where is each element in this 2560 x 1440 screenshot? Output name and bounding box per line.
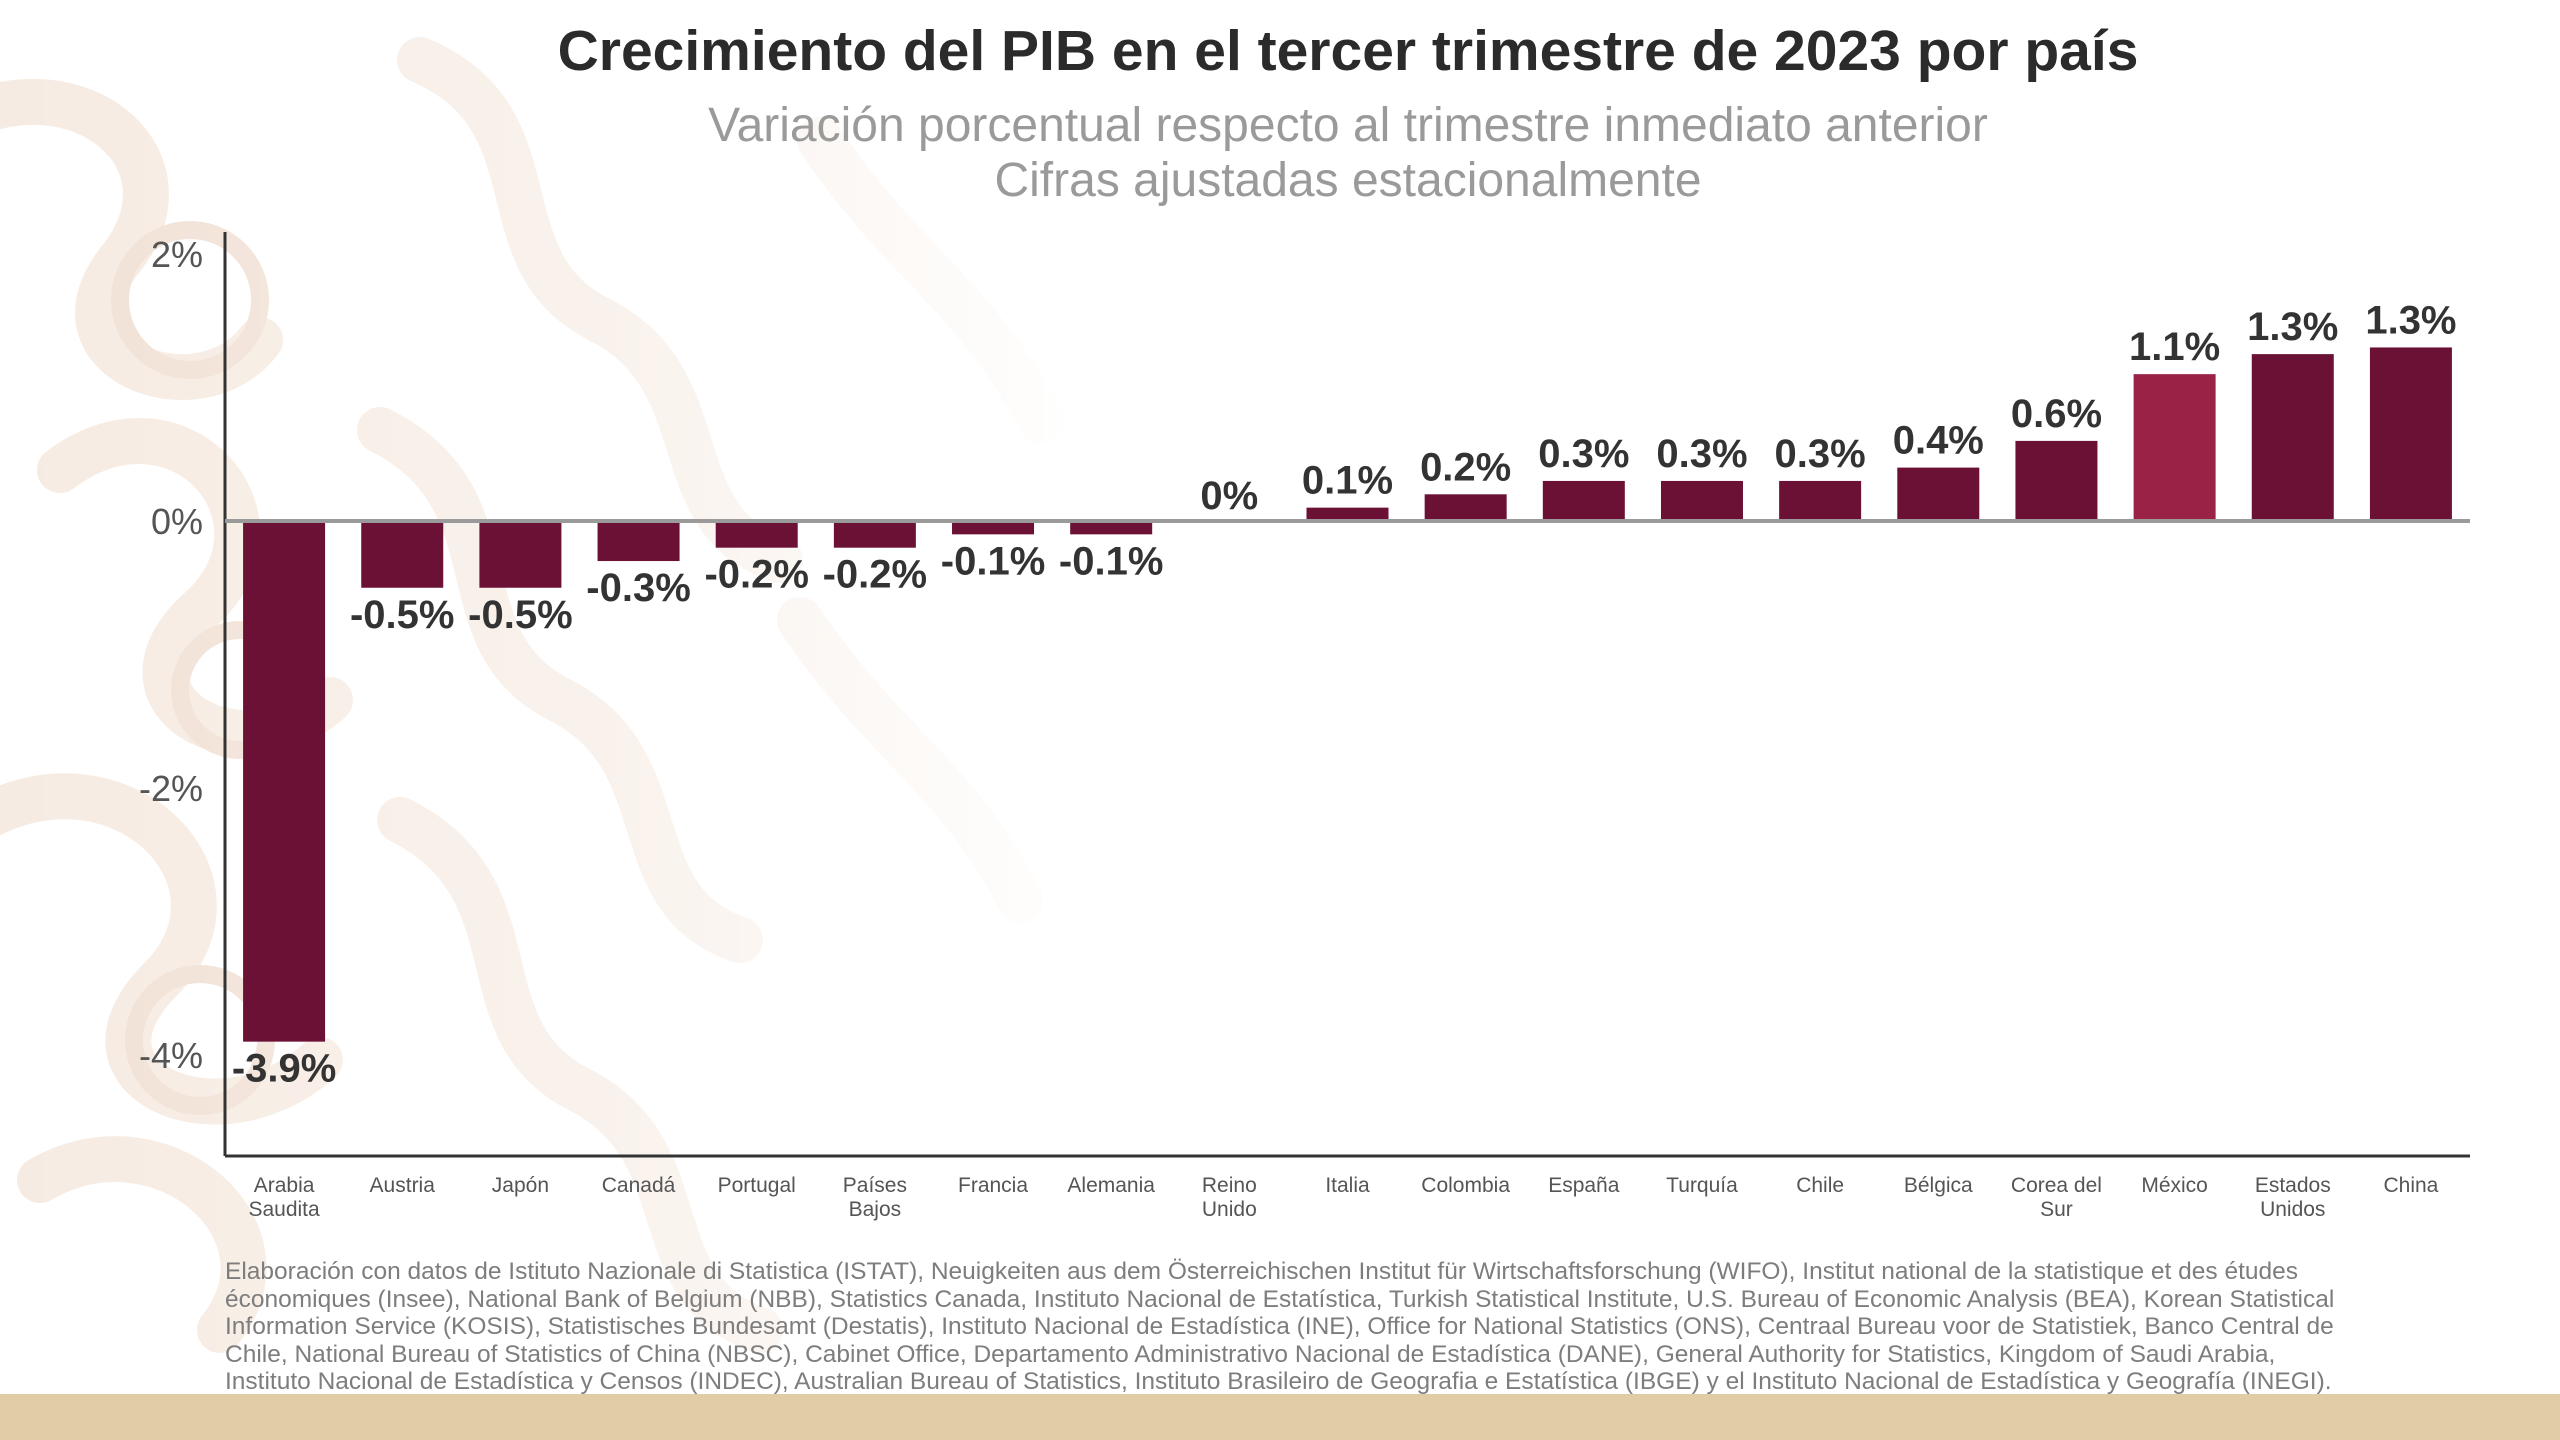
footer-band [0,1394,2560,1440]
category-label: Austria [370,1174,436,1197]
y-tick-label: 2% [151,234,203,275]
bar [1897,467,1980,521]
data-label: 0.3% [1538,432,1629,476]
category-label: Alemania [1067,1174,1155,1197]
background-pattern [0,0,1100,1394]
bar [1542,480,1625,521]
bar [1424,494,1507,521]
data-label: 1.3% [2247,305,2338,349]
category-label-line: Unidos [2260,1198,2325,1221]
category-label: Estados Unidos [2255,1174,2331,1221]
category-label-line: Japón [492,1174,549,1197]
category-label: Canadá [602,1174,676,1197]
subtitle-line-2: Cifras ajustadas estacionalmente [994,154,1702,207]
category-label-line: China [2383,1174,2438,1197]
data-label: -0.1% [1059,539,1164,583]
category-label-line: Austria [370,1174,436,1197]
bar [1306,507,1389,521]
bar [1660,480,1743,521]
category-label-line: Sur [2040,1198,2073,1221]
category-label-line: Arabia [254,1174,315,1197]
category-label: Colombia [1421,1174,1510,1197]
bar [243,521,326,1042]
bar [597,521,680,562]
category-label-line: Turquía [1666,1174,1738,1197]
data-label: 0.3% [1775,432,1866,476]
category-label-line: Saudita [248,1198,320,1221]
chart-title: Crecimiento del PIB en el tercer trimest… [557,19,2139,83]
bar [1779,480,1862,521]
data-label: 0% [1200,474,1258,518]
category-label: España [1548,1174,1620,1197]
bar [952,521,1035,535]
category-label-line: Portugal [718,1174,796,1197]
data-label: -3.9% [232,1047,337,1091]
data-label: -0.2% [704,553,809,597]
category-label: Arabia Saudita [248,1174,320,1221]
category-label: Italia [1325,1174,1370,1197]
data-label: 1.3% [2365,298,2456,342]
bar [1070,521,1153,535]
bar [2369,347,2452,521]
category-label-line: Unido [1202,1198,1257,1221]
category-label: México [2141,1174,2208,1197]
category-label: Bélgica [1904,1174,1973,1197]
subtitle-line-1: Variación porcentual respecto al trimest… [708,99,1988,152]
category-label-line: Canadá [602,1174,676,1197]
source-note: Elaboración con datos de Istituto Nazion… [225,1258,2335,1395]
category-label: China [2383,1174,2438,1197]
y-tick-label: 0% [151,501,203,542]
data-label: -0.5% [468,593,573,637]
category-label-line: Corea del [2011,1174,2102,1197]
category-label-line: Estados [2255,1174,2331,1197]
category-label: Países Bajos [843,1174,907,1221]
data-label: 0.1% [1302,459,1393,503]
bar-chart: 2% 0% -2% -4% -3.9% Arabia Saudita -0.5% Austria… [139,232,2470,1221]
category-label-line: Italia [1325,1174,1370,1197]
category-label: Chile [1796,1174,1844,1197]
bar [833,521,916,548]
data-label: 0.6% [2011,392,2102,436]
category-label-line: Colombia [1421,1174,1510,1197]
data-label: -0.2% [823,553,928,597]
category-label-line: Países [843,1174,907,1197]
category-label: Portugal [718,1174,796,1197]
bar [2015,440,2098,521]
category-label: Corea del Sur [2011,1174,2102,1221]
category-label-line: Alemania [1067,1174,1155,1197]
category-label: Turquía [1666,1174,1738,1197]
category-label-line: Bélgica [1904,1174,1973,1197]
chart-subtitle: Variación porcentual respecto al trimest… [0,98,2560,208]
category-label: Reino Unido [1202,1174,1257,1221]
category-label-line: Reino [1202,1174,1257,1197]
data-label: 0.2% [1420,445,1511,489]
category-label: Japón [492,1174,549,1197]
bar [715,521,798,548]
category-label-line: Chile [1796,1174,1844,1197]
data-label: -0.3% [586,566,691,610]
y-tick-label: -4% [139,1035,203,1076]
data-label: 0.3% [1656,432,1747,476]
bar [479,521,562,588]
data-label: -0.1% [941,539,1046,583]
data-label: 0.4% [1893,419,1984,463]
category-label: Francia [958,1174,1028,1197]
data-label: -0.5% [350,593,455,637]
bar [2133,374,2216,521]
data-label: 1.1% [2129,325,2220,369]
bar [361,521,444,588]
category-label-line: México [2141,1174,2208,1197]
category-label-line: España [1548,1174,1620,1197]
bar [2251,354,2334,521]
category-label-line: Bajos [849,1198,902,1221]
category-label-line: Francia [958,1174,1028,1197]
y-tick-label: -2% [139,768,203,809]
